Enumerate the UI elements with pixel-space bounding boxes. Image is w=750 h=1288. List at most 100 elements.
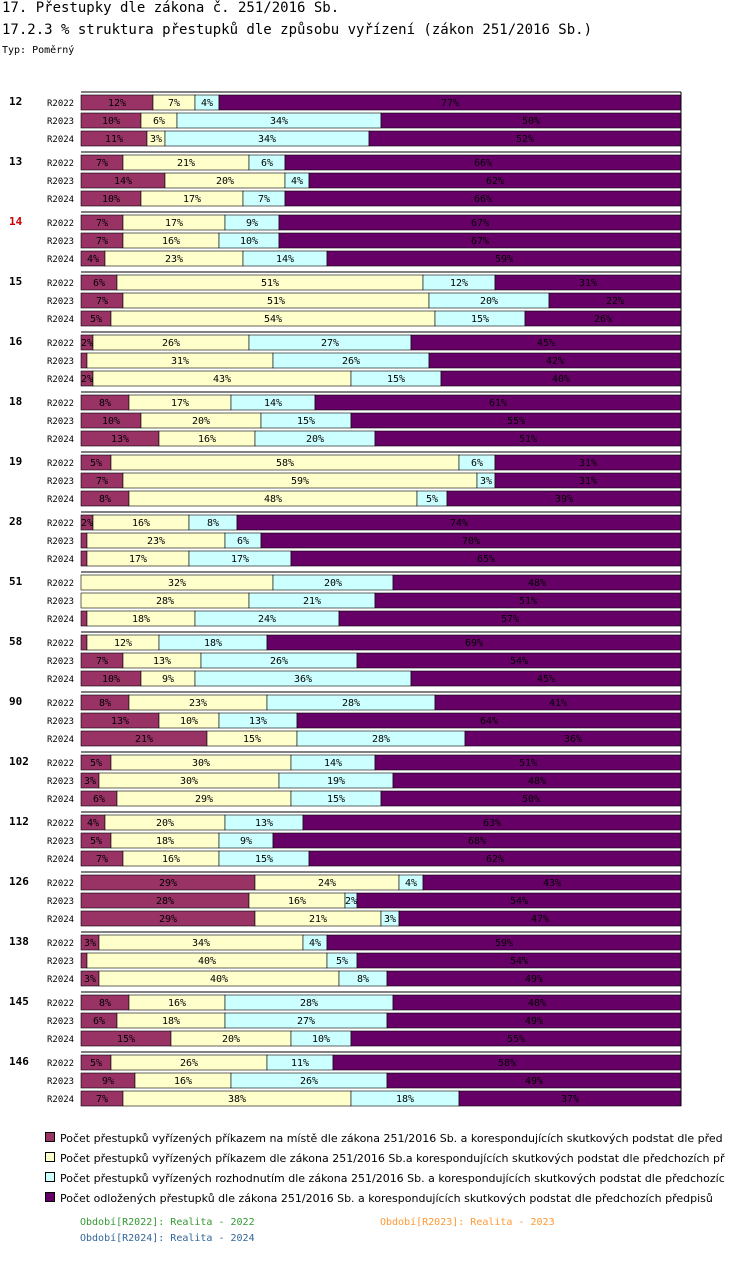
data-label: 31% — [579, 278, 597, 289]
legend-label: Počet přestupků vyřízených příkazem na m… — [60, 1132, 723, 1145]
page-title: 17. Přestupky dle zákona č. 251/2016 Sb. — [2, 0, 340, 16]
period-label: R2023 — [47, 117, 74, 127]
group-label: 90 — [9, 695, 22, 708]
data-label: 6% — [93, 794, 105, 805]
period-label: R2024 — [47, 135, 74, 145]
data-label: 8% — [99, 698, 111, 709]
period-label: R2024 — [47, 615, 74, 625]
period-label: R2022 — [47, 939, 74, 949]
data-label: 31% — [171, 356, 189, 367]
data-label: 20% — [216, 176, 234, 187]
period-label: R2022 — [47, 99, 74, 109]
data-label: 13% — [153, 656, 171, 667]
data-label: 7% — [96, 236, 108, 247]
period-label: R2023 — [47, 417, 74, 427]
data-label: 5% — [90, 458, 102, 469]
legend-item-postponed: Počet odložených přestupků dle zákona 25… — [45, 1192, 713, 1206]
data-label: 8% — [357, 974, 369, 985]
data-label: 3% — [84, 776, 96, 787]
data-label: 28% — [300, 998, 318, 1009]
data-label: 15% — [117, 1034, 135, 1045]
data-label: 18% — [156, 836, 174, 847]
data-label: 16% — [132, 518, 150, 529]
bar-segment — [80, 610, 88, 627]
period-label: R2024 — [47, 855, 74, 865]
group-label: 58 — [9, 635, 22, 648]
period-label: R2024 — [47, 915, 74, 925]
data-label: 10% — [312, 1034, 330, 1045]
data-label: 59% — [495, 254, 513, 265]
data-label: 16% — [162, 236, 180, 247]
data-label: 8% — [207, 518, 219, 529]
period-label: R2022 — [47, 1059, 74, 1069]
data-label: 13% — [111, 434, 129, 445]
data-label: 51% — [519, 434, 537, 445]
period-label: R2023 — [47, 957, 74, 967]
data-label: 11% — [291, 1058, 309, 1069]
data-label: 63% — [483, 818, 501, 829]
group-label: 51 — [9, 575, 23, 588]
chart-subtitle: 17.2.3 % struktura přestupků dle způsobu… — [2, 22, 593, 38]
data-label: 70% — [462, 536, 480, 547]
data-label: 6% — [93, 1016, 105, 1027]
legend-label: Počet odložených přestupků dle zákona 25… — [60, 1192, 713, 1205]
data-label: 20% — [306, 434, 324, 445]
data-label: 45% — [537, 338, 555, 349]
period-label: R2022 — [47, 279, 74, 289]
data-label: 27% — [297, 1016, 315, 1027]
data-label: 2% — [81, 518, 93, 529]
data-label: 7% — [96, 854, 108, 865]
period-label: R2023 — [47, 1077, 74, 1087]
period-r2022: Období[R2022]: Realita - 2022 — [80, 1217, 255, 1228]
period-label: R2022 — [47, 699, 74, 709]
group-label: 13 — [9, 155, 22, 168]
period-r2024: Období[R2024]: Realita - 2024 — [80, 1233, 255, 1244]
data-label: 17% — [165, 218, 183, 229]
bar-segment — [80, 952, 88, 969]
data-label: 10% — [102, 116, 120, 127]
data-label: 59% — [291, 476, 309, 487]
data-label: 4% — [291, 176, 303, 187]
group-label: 19 — [9, 455, 22, 468]
data-label: 54% — [510, 896, 528, 907]
period-label: R2022 — [47, 579, 74, 589]
period-label: R2022 — [47, 879, 74, 889]
data-label: 24% — [258, 614, 276, 625]
legend-swatch — [45, 1132, 55, 1142]
data-label: 77% — [441, 98, 459, 109]
data-label: 49% — [525, 1016, 543, 1027]
group-label: 15 — [9, 275, 22, 288]
data-label: 43% — [213, 374, 231, 385]
data-label: 17% — [129, 554, 147, 565]
period-label: R2023 — [47, 657, 74, 667]
data-label: 5% — [90, 1058, 102, 1069]
data-label: 5% — [90, 758, 102, 769]
data-label: 48% — [528, 998, 546, 1009]
data-label: 4% — [87, 254, 99, 265]
data-label: 16% — [288, 896, 306, 907]
data-label: 67% — [471, 218, 489, 229]
data-label: 20% — [480, 296, 498, 307]
data-label: 5% — [426, 494, 438, 505]
group-label: 12 — [9, 95, 22, 108]
legend-swatch — [45, 1152, 55, 1162]
data-label: 7% — [96, 476, 108, 487]
legend-label: Počet přestupků vyřízených rozhodnutím d… — [60, 1172, 725, 1185]
bar-segment — [80, 532, 88, 549]
data-label: 7% — [168, 98, 180, 109]
chart-type-label: Typ: Poměrný — [2, 45, 75, 56]
data-label: 16% — [162, 854, 180, 865]
data-label: 6% — [471, 458, 483, 469]
data-label: 3% — [84, 974, 96, 985]
group-label: 28 — [9, 515, 22, 528]
data-label: 66% — [474, 158, 492, 169]
data-label: 17% — [171, 398, 189, 409]
data-label: 38% — [228, 1094, 246, 1105]
data-label: 6% — [237, 536, 249, 547]
data-label: 3% — [480, 476, 492, 487]
period-label: R2024 — [47, 975, 74, 985]
period-label: R2024 — [47, 435, 74, 445]
data-label: 16% — [168, 998, 186, 1009]
data-label: 17% — [183, 194, 201, 205]
period-label: R2024 — [47, 795, 74, 805]
